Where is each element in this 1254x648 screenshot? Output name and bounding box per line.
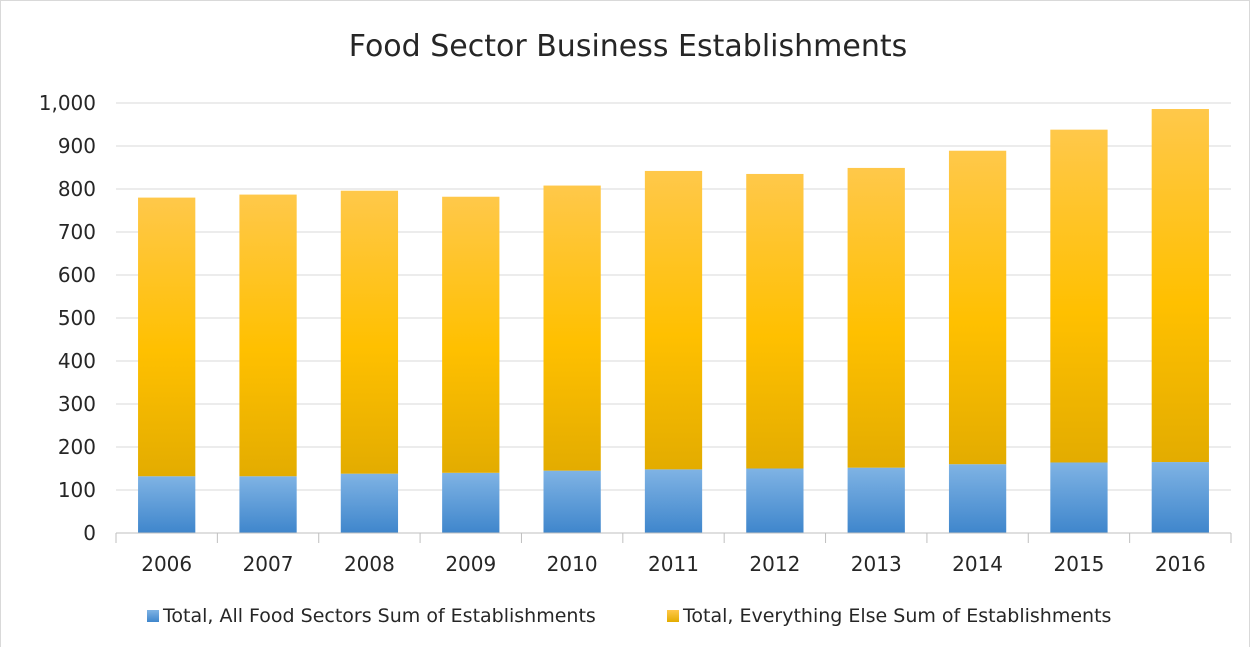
- legend-swatch-blue: [147, 610, 159, 622]
- bar-everything-else: [847, 167, 905, 468]
- y-tick-label: 0: [83, 521, 96, 545]
- y-tick-label: 1,000: [39, 91, 96, 115]
- y-tick-label: 100: [58, 478, 96, 502]
- legend-label-everything-else: Total, Everything Else Sum of Establishm…: [683, 605, 1112, 627]
- x-tick-label: 2010: [547, 552, 598, 576]
- bar-food-sectors: [442, 472, 500, 533]
- x-tick-label: 2012: [749, 552, 800, 576]
- legend-swatch-gold: [667, 610, 679, 622]
- y-tick-label: 400: [58, 349, 96, 373]
- y-tick-label: 800: [58, 177, 96, 201]
- x-tick-label: 2006: [141, 552, 192, 576]
- y-tick-label: 300: [58, 392, 96, 416]
- x-tick-label: 2016: [1155, 552, 1206, 576]
- bar-everything-else: [948, 150, 1007, 465]
- bar-food-sectors: [1151, 462, 1209, 533]
- legend-item-everything-else: Total, Everything Else Sum of Establishm…: [667, 605, 1111, 627]
- legend-label-food-sectors: Total, All Food Sectors Sum of Establish…: [163, 605, 596, 627]
- bar-food-sectors: [746, 468, 804, 533]
- bar-food-sectors: [340, 473, 399, 533]
- x-tick-label: 2013: [851, 552, 902, 576]
- axes: 0 100 200 300 400 500 600 700 800 900 1,000 2006 200…: [39, 91, 1232, 576]
- bar-everything-else: [1151, 109, 1209, 463]
- x-tick-label: 2014: [952, 552, 1003, 576]
- bar-food-sectors: [1050, 462, 1108, 533]
- bar-everything-else: [746, 173, 804, 469]
- chart-title: Food Sector Business Establishments: [348, 29, 908, 64]
- x-tick-label: 2011: [648, 552, 699, 576]
- x-tick-label: 2007: [243, 552, 294, 576]
- x-tick-label: 2008: [344, 552, 395, 576]
- y-tick-label: 900: [58, 134, 96, 158]
- bar-everything-else: [543, 185, 601, 471]
- bar-everything-else: [340, 190, 399, 474]
- bar-food-sectors: [543, 470, 601, 533]
- bar-food-sectors: [847, 467, 905, 533]
- bar-everything-else: [1050, 129, 1108, 463]
- legend-item-food-sectors: Total, All Food Sectors Sum of Establish…: [147, 605, 596, 627]
- x-tick-label: 2009: [445, 552, 496, 576]
- bar-everything-else: [239, 194, 297, 477]
- bar-everything-else: [644, 170, 703, 470]
- x-tick-label: 2015: [1054, 552, 1105, 576]
- bar-everything-else: [442, 196, 500, 473]
- bar-food-sectors: [644, 469, 703, 533]
- bar-food-sectors: [948, 464, 1007, 533]
- bar-food-sectors: [138, 476, 196, 533]
- y-tick-label: 600: [58, 263, 96, 287]
- y-tick-label: 500: [58, 306, 96, 330]
- bar-food-sectors: [239, 476, 297, 533]
- bars: [138, 109, 1209, 533]
- y-tick-label: 200: [58, 435, 96, 459]
- bar-everything-else: [138, 197, 196, 477]
- y-tick-label: 700: [58, 220, 96, 244]
